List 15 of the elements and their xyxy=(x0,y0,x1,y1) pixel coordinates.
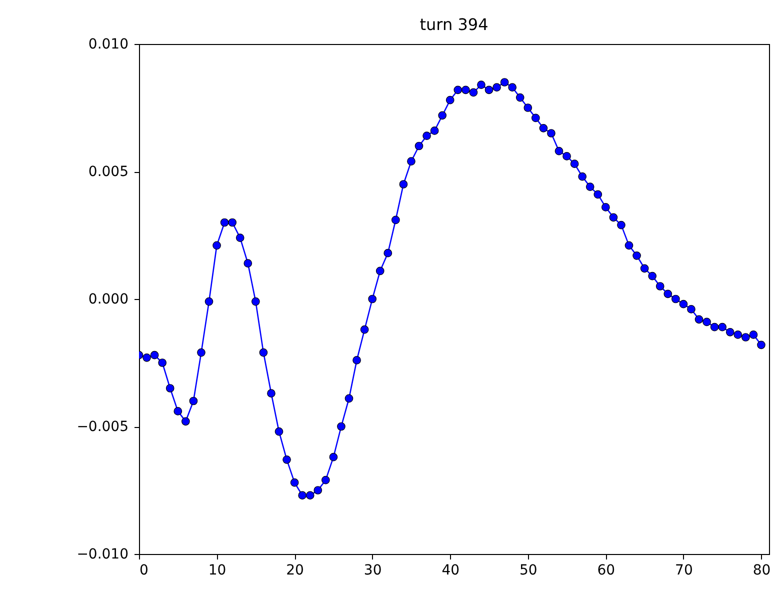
x-tick-label: 10 xyxy=(208,562,226,578)
x-tick-label: 50 xyxy=(519,562,538,578)
y-tick-label: 0.005 xyxy=(88,164,128,180)
y-tick-label: 0.010 xyxy=(88,36,128,52)
chart-title: turn 394 xyxy=(420,15,488,34)
x-tick-label: 60 xyxy=(597,562,616,578)
y-tick-label: 0.000 xyxy=(88,292,128,308)
x-tick-label: 70 xyxy=(675,562,693,578)
x-tick-label: 20 xyxy=(286,562,304,578)
y-tick-label: −0.005 xyxy=(76,419,128,435)
x-tick-label: 40 xyxy=(442,562,460,578)
x-tick-label: 30 xyxy=(364,562,382,578)
x-tick-label: 0 xyxy=(140,562,148,578)
y-tick-label: −0.010 xyxy=(76,546,128,562)
x-tick-label: 80 xyxy=(752,562,771,578)
